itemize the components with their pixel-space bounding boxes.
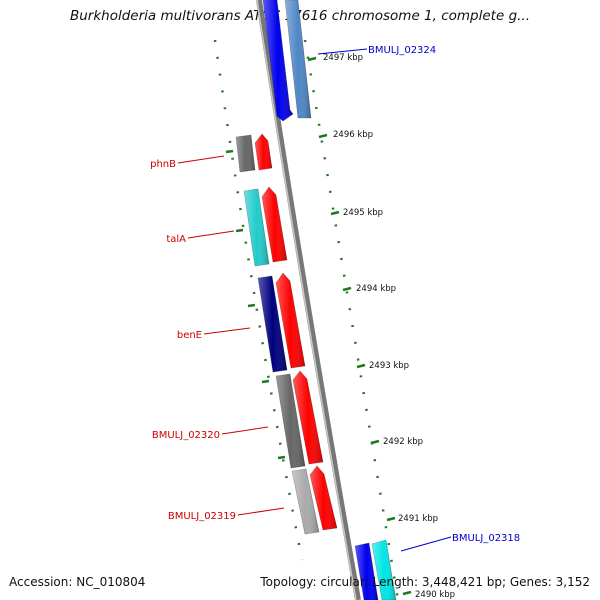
gene-label[interactable]: phnB: [150, 159, 176, 170]
inner-major-tick: [225, 149, 234, 154]
outer-ruler: [303, 39, 400, 600]
gene-block[interactable]: [235, 134, 256, 173]
gene-label[interactable]: BMULJ_02319: [168, 511, 236, 522]
outer-major-tick: [370, 439, 380, 445]
kbp-label: 2495 kbp: [343, 208, 383, 218]
accession-text: Accession: NC_010804: [9, 575, 146, 589]
kbp-label: 2494 kbp: [356, 284, 396, 294]
kbp-label: 2490 kbp: [415, 590, 455, 600]
label-connector: [317, 48, 368, 55]
inner-major-tick: [247, 303, 256, 308]
outer-major-tick: [307, 56, 317, 62]
inner-major-tick: [277, 455, 286, 460]
outer-major-tick: [402, 590, 412, 596]
outer-major-tick: [330, 210, 340, 216]
kbp-label: 2491 kbp: [398, 514, 438, 524]
label-connector: [177, 155, 225, 164]
label-connector: [221, 426, 269, 435]
gene-arrow[interactable]: [254, 133, 273, 171]
kbp-label: 2493 kbp: [369, 361, 409, 371]
kbp-label: 2492 kbp: [383, 437, 423, 447]
outer-major-tick: [356, 363, 366, 369]
label-connector: [203, 327, 251, 335]
kbp-label: 2497 kbp: [323, 53, 363, 63]
gene-layer: [235, 0, 397, 600]
outer-major-tick: [342, 286, 352, 292]
outer-major-tick: [386, 516, 396, 522]
gene-label[interactable]: BMULJ_02320: [152, 430, 220, 441]
gene-label[interactable]: BMULJ_02324: [368, 45, 436, 56]
gene-label[interactable]: benE: [177, 330, 202, 341]
kbp-label: 2496 kbp: [333, 130, 373, 140]
outer-major-tick: [318, 133, 328, 139]
genome-stats-text: Topology: circular; Length: 3,448,421 bp…: [260, 575, 590, 589]
inner-major-tick: [261, 379, 270, 384]
gene-label[interactable]: talA: [166, 234, 186, 245]
label-connector: [237, 507, 285, 516]
label-connector: [400, 536, 452, 552]
inner-major-tick: [235, 228, 244, 233]
label-connector: [187, 230, 235, 239]
gene-label[interactable]: BMULJ_02318: [452, 533, 520, 544]
